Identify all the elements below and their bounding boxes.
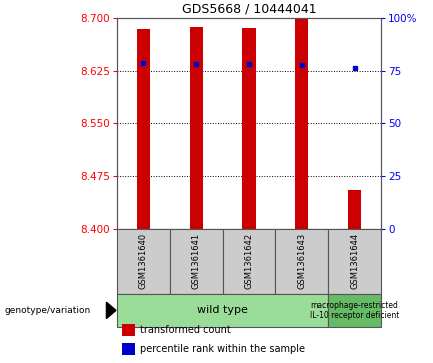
Bar [117,229,170,294]
Bar [328,229,381,294]
Text: GSM1361641: GSM1361641 [192,233,200,289]
Bar [190,27,203,229]
Text: GSM1361642: GSM1361642 [245,233,253,289]
Text: macrophage-restricted
IL-10 receptor deficient: macrophage-restricted IL-10 receptor def… [310,301,399,320]
Bar [348,190,361,229]
Bar [137,29,150,229]
Text: GSM1361640: GSM1361640 [139,233,148,289]
Polygon shape [107,302,116,319]
Text: GSM1361643: GSM1361643 [297,233,306,289]
Text: percentile rank within the sample: percentile rank within the sample [140,344,305,354]
Bar [122,324,135,336]
Text: transformed count: transformed count [140,325,231,335]
Bar [223,229,275,294]
Bar [242,28,255,229]
Bar [117,294,328,327]
Bar [275,229,328,294]
Bar [328,294,381,327]
Text: genotype/variation: genotype/variation [4,306,90,315]
Bar [295,18,308,229]
Text: wild type: wild type [197,305,248,315]
Title: GDS5668 / 10444041: GDS5668 / 10444041 [182,3,316,16]
Bar [170,229,223,294]
Text: GSM1361644: GSM1361644 [350,233,359,289]
Bar [122,343,135,355]
